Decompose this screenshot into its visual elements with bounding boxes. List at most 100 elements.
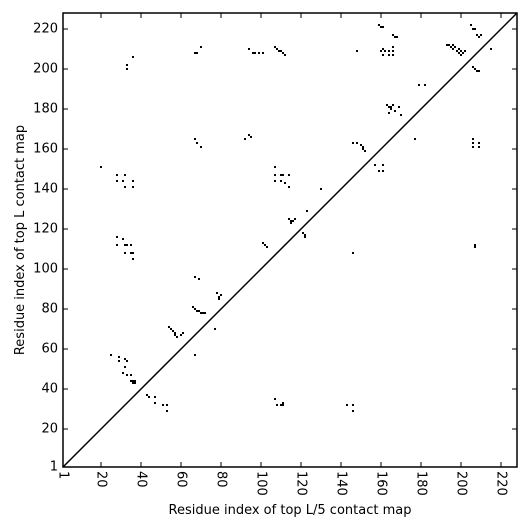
x-tick-label: 160 <box>374 471 389 496</box>
contact-point <box>146 394 148 396</box>
contact-point <box>288 186 290 188</box>
contact-point <box>130 252 132 254</box>
contact-point <box>218 298 220 300</box>
contact-point <box>162 404 164 406</box>
contact-point <box>134 380 136 382</box>
contact-point <box>204 312 206 314</box>
contact-point <box>274 398 276 400</box>
contact-point <box>462 52 464 54</box>
contact-point <box>380 50 382 52</box>
y-axis-label: Residue index of top L contact map <box>13 125 28 355</box>
contact-point <box>280 404 282 406</box>
contact-point <box>384 50 386 52</box>
contact-point <box>196 310 198 312</box>
contact-point <box>122 180 124 182</box>
contact-point <box>132 252 134 254</box>
contact-point <box>364 150 366 152</box>
contact-point <box>166 404 168 406</box>
contact-point <box>126 68 128 70</box>
contact-point <box>194 138 196 140</box>
contact-point <box>196 52 198 54</box>
contact-point <box>176 336 178 338</box>
contact-point <box>478 70 480 72</box>
contact-point <box>476 34 478 36</box>
contact-point <box>116 174 118 176</box>
contact-point <box>414 138 416 140</box>
contact-point <box>448 44 450 46</box>
contact-point <box>294 218 296 220</box>
y-tick-label: 20 <box>41 422 58 437</box>
contact-point <box>392 46 394 48</box>
contact-point <box>126 374 128 376</box>
contact-point <box>490 48 492 50</box>
contact-point <box>360 144 362 146</box>
y-tick-label: 160 <box>33 142 58 157</box>
contact-point <box>284 182 286 184</box>
contact-point <box>290 222 292 224</box>
contact-point <box>464 50 466 52</box>
contact-point <box>192 306 194 308</box>
contact-point <box>258 52 260 54</box>
contact-point <box>352 252 354 254</box>
contact-point <box>304 234 306 236</box>
contact-point <box>282 404 284 406</box>
contact-point <box>306 210 308 212</box>
contact-point <box>274 166 276 168</box>
contact-point <box>418 84 420 86</box>
contact-point <box>388 106 390 108</box>
contact-point <box>250 136 252 138</box>
contact-point <box>392 50 394 52</box>
contact-point <box>460 54 462 56</box>
contact-point <box>116 180 118 182</box>
contact-point <box>198 310 200 312</box>
y-tick-label: 40 <box>41 382 58 397</box>
contact-point <box>388 50 390 52</box>
contact-point <box>472 146 474 148</box>
contact-point <box>116 244 118 246</box>
x-tick-label: 140 <box>334 471 349 496</box>
contact-point <box>274 174 276 176</box>
contact-point <box>130 374 132 376</box>
contact-point <box>134 382 136 384</box>
contact-point <box>398 106 400 108</box>
contact-point <box>200 312 202 314</box>
contact-point <box>118 356 120 358</box>
contact-point <box>194 308 196 310</box>
contact-point <box>374 164 376 166</box>
contact-point <box>214 328 216 330</box>
contact-point <box>456 50 458 52</box>
contact-point <box>280 50 282 52</box>
y-tick-label: 180 <box>33 102 58 117</box>
contact-point <box>362 148 364 150</box>
contact-point <box>382 164 384 166</box>
contact-point <box>132 186 134 188</box>
contact-point <box>276 48 278 50</box>
contact-point <box>282 402 284 404</box>
contact-point <box>154 396 156 398</box>
contact-point <box>132 258 134 260</box>
diagonal-line <box>62 12 518 468</box>
contact-point <box>130 380 132 382</box>
contact-point <box>194 52 196 54</box>
contact-point <box>292 220 294 222</box>
contact-point <box>396 36 398 38</box>
contact-point <box>394 110 396 112</box>
contact-point <box>124 174 126 176</box>
y-tick-label: 200 <box>33 62 58 77</box>
contact-point <box>132 180 134 182</box>
contact-point <box>216 292 218 294</box>
contact-point <box>446 44 448 46</box>
contact-point <box>478 142 480 144</box>
contact-point <box>476 70 478 72</box>
contact-point <box>472 28 474 30</box>
contact-point <box>174 332 176 334</box>
contact-point <box>280 180 282 182</box>
contact-point <box>352 142 354 144</box>
contact-point <box>362 146 364 148</box>
contact-point <box>474 28 476 30</box>
y-tick-label: 80 <box>41 302 58 317</box>
contact-point <box>194 354 196 356</box>
contact-point <box>472 142 474 144</box>
contact-point <box>302 232 304 234</box>
contact-point <box>166 410 168 412</box>
